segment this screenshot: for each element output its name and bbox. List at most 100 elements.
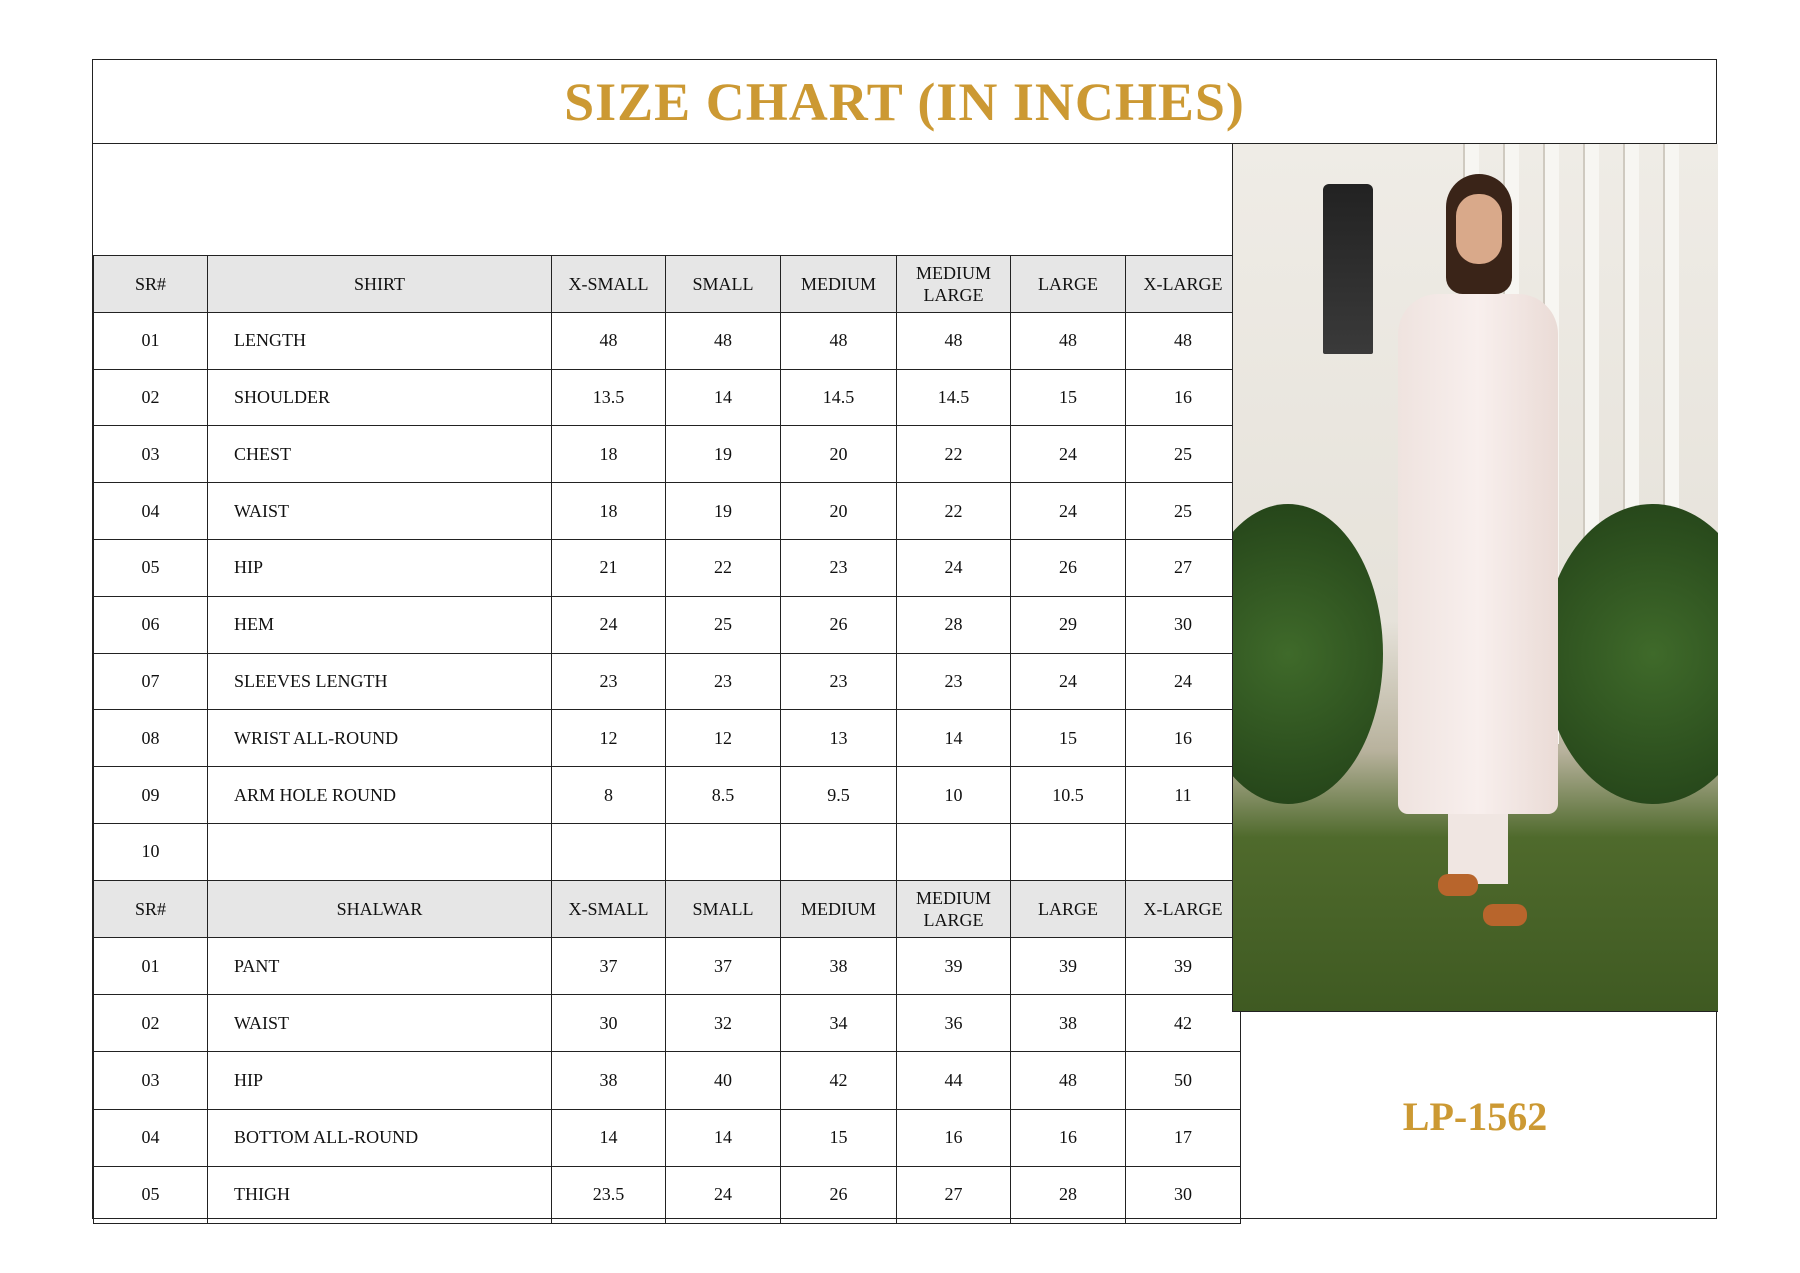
table-row: 07 SLEEVES LENGTH 23 23 23 23 24 24 — [93, 652, 1241, 711]
size-table: SR# SHIRT X-SMALL SMALL MEDIUM MEDIUM LARGE LA… — [93, 255, 1241, 1224]
measurement-value: 9.5 — [780, 766, 897, 824]
measurement-value: 24 — [1010, 425, 1126, 484]
sr-number: 05 — [93, 1165, 208, 1224]
measurement-value: 48 — [551, 311, 666, 370]
table-row: 01 PANT 37 37 38 39 39 39 — [93, 936, 1241, 996]
measurement-value: 38 — [551, 1051, 666, 1110]
size-header: X-LARGE — [1125, 255, 1241, 313]
measurement-value: 39 — [1010, 936, 1126, 996]
measurement-value — [780, 822, 897, 881]
measurement-value: 24 — [1125, 652, 1241, 711]
measurement-value: 14.5 — [780, 368, 897, 427]
measurement-value: 14 — [551, 1108, 666, 1167]
table-row: 03 CHEST 18 19 20 22 24 25 — [93, 425, 1241, 484]
sr-number: 01 — [93, 936, 208, 996]
measurement-value: 19 — [665, 482, 781, 540]
measurement-value: 10.5 — [1010, 766, 1126, 824]
measurement-value: 8.5 — [665, 766, 781, 824]
measurement-name: PANT — [207, 936, 552, 996]
measurement-value — [1125, 822, 1241, 881]
measurement-value: 30 — [1125, 595, 1241, 654]
measurement-value: 28 — [1010, 1165, 1126, 1224]
size-header: SMALL — [665, 879, 781, 938]
measurement-value: 23 — [896, 652, 1011, 711]
measurement-name: WRIST ALL-ROUND — [207, 709, 552, 768]
measurement-value: 24 — [665, 1165, 781, 1224]
shalwar-header-row: SR# SHALWAR X-SMALL SMALL MEDIUM MEDIUM LARGE… — [93, 879, 1241, 938]
measurement-value — [896, 822, 1011, 881]
table-row: 01 LENGTH 48 48 48 48 48 48 — [93, 311, 1241, 370]
measurement-value: 24 — [896, 538, 1011, 597]
lantern-icon — [1323, 184, 1373, 354]
measurement-value: 21 — [551, 538, 666, 597]
measurement-name: ARM HOLE ROUND — [207, 766, 552, 824]
measurement-value: 25 — [665, 595, 781, 654]
measurement-value — [1010, 822, 1126, 881]
measurement-value: 36 — [896, 994, 1011, 1053]
measurement-value: 22 — [896, 482, 1011, 540]
measurement-name: HIP — [207, 1051, 552, 1110]
sr-number: 10 — [93, 822, 208, 881]
measurement-value: 11 — [1125, 766, 1241, 824]
product-photo — [1232, 144, 1718, 1012]
size-header: MEDIUM LARGE — [896, 255, 1011, 313]
sr-number: 02 — [93, 994, 208, 1053]
measurement-name: WAIST — [207, 994, 552, 1053]
measurement-value: 28 — [896, 595, 1011, 654]
measurement-value: 16 — [896, 1108, 1011, 1167]
measurement-value: 24 — [1010, 482, 1126, 540]
size-header: SMALL — [665, 255, 781, 313]
measurement-value: 37 — [551, 936, 666, 996]
sr-number: 08 — [93, 709, 208, 768]
measurement-value: 23 — [551, 652, 666, 711]
measurement-value: 30 — [551, 994, 666, 1053]
measurement-value: 38 — [780, 936, 897, 996]
measurement-value: 24 — [1010, 652, 1126, 711]
measurement-name — [207, 822, 552, 881]
size-table-wrapper: SR# SHIRT X-SMALL SMALL MEDIUM MEDIUM LARGE LA… — [93, 255, 1241, 1224]
measurement-value: 44 — [896, 1051, 1011, 1110]
measurement-value: 14.5 — [896, 368, 1011, 427]
measurement-value: 14 — [665, 368, 781, 427]
table-row: 02 WAIST 30 32 34 36 38 42 — [93, 994, 1241, 1053]
table-row: 02 SHOULDER 13.5 14 14.5 14.5 15 16 — [93, 368, 1241, 427]
sr-number: 05 — [93, 538, 208, 597]
measurement-name: BOTTOM ALL-ROUND — [207, 1108, 552, 1167]
sr-header: SR# — [93, 255, 208, 313]
measurement-value: 48 — [1010, 1051, 1126, 1110]
measurement-value: 18 — [551, 482, 666, 540]
measurement-value — [665, 822, 781, 881]
product-code-box: LP-1562 — [1232, 1012, 1718, 1220]
measurement-value: 18 — [551, 425, 666, 484]
measurement-value: 42 — [1125, 994, 1241, 1053]
table-row: 05 THIGH 23.5 24 26 27 28 30 — [93, 1165, 1241, 1224]
size-header: MEDIUM — [780, 255, 897, 313]
sr-number: 01 — [93, 311, 208, 370]
measurement-value: 10 — [896, 766, 1011, 824]
measurement-value: 32 — [665, 994, 781, 1053]
sr-number: 04 — [93, 1108, 208, 1167]
measurement-value: 38 — [1010, 994, 1126, 1053]
table-row: 10 — [93, 822, 1241, 881]
measurement-value: 17 — [1125, 1108, 1241, 1167]
measurement-value: 30 — [1125, 1165, 1241, 1224]
measurement-value: 16 — [1125, 709, 1241, 768]
measurement-value: 15 — [780, 1108, 897, 1167]
measurement-name: LENGTH — [207, 311, 552, 370]
measurement-value: 8 — [551, 766, 666, 824]
measurement-value: 37 — [665, 936, 781, 996]
measurement-value: 25 — [1125, 482, 1241, 540]
size-header: MEDIUM — [780, 879, 897, 938]
measurement-value: 12 — [551, 709, 666, 768]
page-title: SIZE CHART (IN INCHES) — [564, 71, 1245, 132]
measurement-value: 29 — [1010, 595, 1126, 654]
model-figure — [1378, 174, 1578, 954]
measurement-value: 24 — [551, 595, 666, 654]
table-row: 08 WRIST ALL-ROUND 12 12 13 14 15 16 — [93, 709, 1241, 768]
measurement-value: 26 — [780, 1165, 897, 1224]
measurement-value: 48 — [780, 311, 897, 370]
size-header: X-SMALL — [551, 879, 666, 938]
sr-number: 07 — [93, 652, 208, 711]
shirt-header: SHIRT — [207, 255, 552, 313]
measurement-value: 23 — [780, 652, 897, 711]
